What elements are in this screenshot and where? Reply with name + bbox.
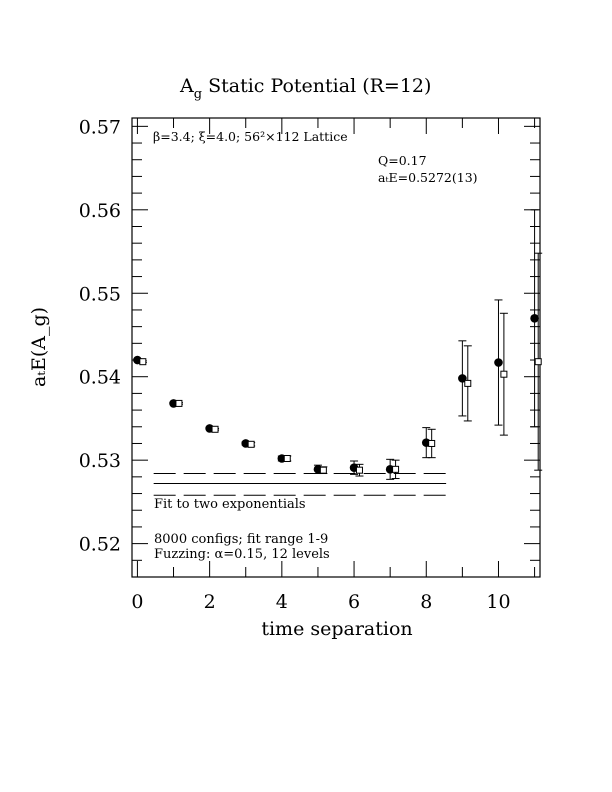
data-point-square bbox=[247, 440, 255, 448]
y-tick-label: 0.53 bbox=[79, 450, 121, 472]
y-tick-label: 0.54 bbox=[79, 367, 121, 389]
data-point-circle bbox=[530, 313, 539, 323]
data-point-square bbox=[319, 466, 327, 474]
x-tick-label: 0 bbox=[131, 591, 143, 613]
y-tick-label: 0.52 bbox=[79, 534, 121, 556]
lattice-annotation: β=3.4; ξ=4.0; 56²×112 Lattice bbox=[153, 129, 348, 144]
chart-title: Ag Static Potential (R=12) bbox=[179, 75, 431, 102]
y-axis-label: aₜE(A_g) bbox=[28, 307, 50, 387]
x-tick-label: 10 bbox=[486, 591, 510, 613]
energy-annotation: aₜE=0.5272(13) bbox=[378, 170, 478, 185]
x-axis-label: time separation bbox=[261, 618, 412, 640]
axis-ticks bbox=[132, 118, 540, 578]
fit-band bbox=[153, 473, 447, 496]
axis-tick-labels: 0 2 4 6 8 10 0.52 0.53 0.54 0.55 0.56 0.57 bbox=[79, 116, 511, 613]
data-point-square bbox=[464, 379, 472, 387]
data-points bbox=[133, 209, 543, 480]
data-point-circle bbox=[494, 358, 503, 367]
data-point-square bbox=[211, 425, 219, 433]
data-point-square bbox=[283, 454, 291, 462]
fit-annotation: Fit to two exponentials bbox=[154, 497, 306, 512]
x-tick-label: 2 bbox=[204, 591, 216, 613]
data-point-square bbox=[355, 466, 363, 474]
x-tick-label: 6 bbox=[348, 591, 360, 613]
fuzzing-annotation: Fuzzing: α=0.15, 12 levels bbox=[154, 547, 330, 562]
data-point-square bbox=[139, 358, 147, 366]
data-point-square bbox=[428, 439, 436, 447]
data-point-square bbox=[500, 370, 508, 378]
data-point-square bbox=[175, 399, 183, 407]
y-tick-label: 0.57 bbox=[79, 116, 121, 138]
plot-frame bbox=[131, 117, 541, 578]
data-point-square bbox=[392, 465, 400, 473]
q-annotation: Q=0.17 bbox=[378, 153, 427, 168]
configs-annotation: 8000 configs; fit range 1-9 bbox=[154, 532, 328, 547]
data-point-square bbox=[534, 358, 542, 366]
x-tick-label: 8 bbox=[420, 591, 432, 613]
y-tick-label: 0.56 bbox=[79, 200, 121, 222]
x-tick-label: 4 bbox=[276, 591, 288, 613]
title-subscript: g bbox=[194, 87, 202, 102]
y-tick-label: 0.55 bbox=[79, 283, 121, 305]
